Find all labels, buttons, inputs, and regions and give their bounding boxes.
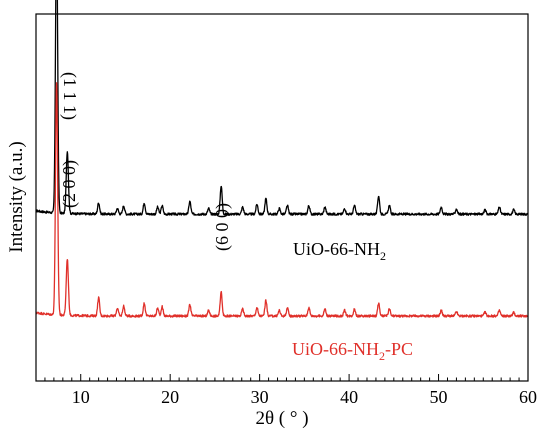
x-tick-label: 40	[340, 387, 358, 407]
x-tick-label: 30	[251, 387, 269, 407]
peak-label-200: (2 0 0)	[59, 160, 80, 208]
x-tick-label: 20	[161, 387, 179, 407]
y-axis-label: Intensity (a.u.)	[6, 141, 27, 252]
series-label-uio66nh2: UiO-66-NH2	[293, 239, 386, 263]
x-axis-label: 2θ ( ° )	[255, 408, 308, 429]
x-tick-label: 50	[430, 387, 448, 407]
series-line-uio-66-nh2	[35, 0, 529, 216]
series-line-uio-66-nh2-pc	[35, 82, 529, 318]
plot-content	[35, 0, 529, 318]
x-tick-label: 10	[72, 387, 90, 407]
x-tick-label: 60	[519, 387, 537, 407]
x-axis-ticks: 10 20 30 40 50 60	[35, 374, 537, 407]
peak-label-600: (6 0 0)	[212, 203, 233, 251]
peak-label-111: (1 1 1)	[59, 72, 80, 120]
series-label-uio66nh2-pc: UiO-66-NH2-PC	[292, 339, 413, 363]
plot-frame	[35, 13, 529, 382]
